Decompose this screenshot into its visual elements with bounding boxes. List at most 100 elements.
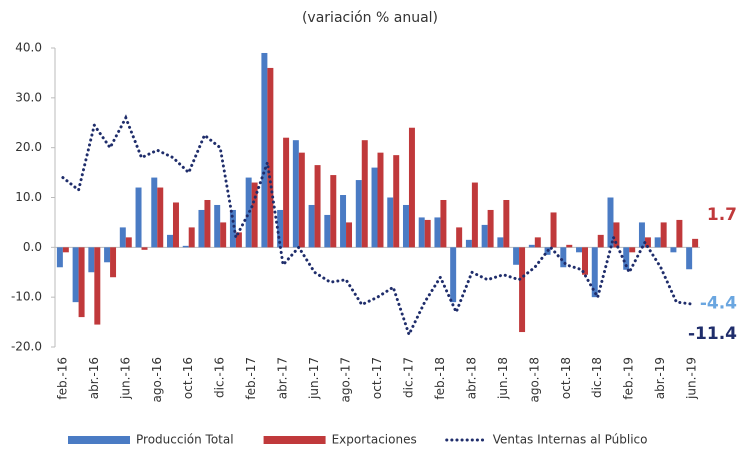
bar (229, 209, 236, 248)
x-tick-label: abr.-17 (276, 357, 290, 399)
bar (692, 238, 699, 248)
bar (88, 247, 95, 273)
x-tick-label: ago.-17 (339, 357, 353, 403)
bar (135, 187, 142, 248)
bar (157, 187, 164, 248)
bar (204, 199, 211, 248)
x-tick-label: oct.-16 (181, 357, 195, 399)
y-tick-label: 0.0 (23, 240, 42, 254)
bar (528, 244, 535, 248)
y-tick-label: 40.0 (15, 41, 42, 55)
bar (660, 222, 667, 248)
bar (277, 209, 284, 248)
bar (465, 239, 472, 248)
bar (283, 137, 290, 248)
bar (402, 204, 409, 248)
bar (487, 209, 494, 248)
x-tick-label: feb.-18 (433, 357, 447, 400)
bar (440, 199, 447, 248)
line (61, 114, 694, 339)
x-tick-label: dic.-17 (401, 357, 415, 398)
bar (566, 244, 573, 248)
bar (576, 247, 583, 253)
bar (550, 212, 557, 248)
bar (104, 247, 111, 263)
bar (298, 152, 305, 248)
bar (686, 247, 693, 270)
bar (503, 199, 510, 248)
x-tick-label: jun.-16 (118, 357, 132, 400)
x-tick-label: ago.-16 (150, 357, 164, 403)
bar (456, 227, 463, 248)
bar (418, 217, 425, 248)
y-tick-label: -10.0 (11, 290, 42, 304)
y-tick-label: -20.0 (11, 340, 42, 354)
legend-label: Exportaciones (332, 433, 417, 447)
y-tick-label: 20.0 (15, 140, 42, 154)
bar (582, 247, 588, 275)
bar (623, 247, 630, 270)
bar (377, 152, 384, 248)
data-label: -11.4 (688, 324, 737, 344)
bar (214, 204, 221, 248)
bar (235, 232, 242, 248)
bar (314, 165, 321, 248)
bar (167, 234, 173, 248)
bar (62, 247, 69, 253)
bar (597, 234, 604, 248)
x-tick-label: feb.-17 (244, 357, 258, 400)
bar (267, 67, 274, 248)
x-tick-label: oct.-17 (370, 357, 384, 399)
x-tick-label: feb.-16 (55, 357, 69, 400)
bar (172, 202, 179, 248)
bar (519, 247, 526, 333)
bar (94, 247, 101, 325)
bar (560, 247, 567, 268)
legend-label: Ventas Internas al Público (493, 433, 648, 447)
bar (355, 180, 362, 248)
bar (654, 237, 661, 248)
bar (607, 197, 614, 248)
bar (151, 177, 158, 248)
x-tick-label: jun.-18 (496, 357, 510, 400)
bar (188, 227, 195, 248)
bar (613, 222, 620, 248)
data-label: 1.7 (707, 205, 737, 225)
bar (434, 217, 441, 248)
bar (424, 219, 431, 248)
bar (340, 195, 347, 248)
legend-label: Producción Total (136, 433, 234, 447)
bar (141, 247, 148, 250)
bar (534, 237, 541, 248)
bar (670, 247, 677, 253)
bar (408, 127, 415, 248)
x-tick-label: abr.-19 (653, 357, 667, 399)
bar (387, 197, 394, 248)
x-tick-label: abr.-16 (87, 357, 101, 399)
x-tick-label: oct.-18 (559, 357, 573, 399)
x-tick-label: ago.-18 (527, 357, 541, 403)
bar (393, 155, 400, 248)
bar (308, 204, 315, 248)
bar (638, 222, 645, 248)
y-tick-label: 10.0 (15, 190, 42, 204)
bar (371, 167, 378, 248)
data-label: -4.4 (700, 293, 737, 313)
bar (644, 237, 651, 248)
bar (471, 182, 478, 248)
legend-swatch (68, 436, 130, 444)
bar (481, 224, 488, 248)
bar (513, 247, 520, 265)
bar (125, 237, 132, 248)
x-tick-label: abr.-18 (464, 357, 478, 399)
bar (591, 247, 598, 298)
bar (346, 222, 353, 248)
bar (361, 140, 368, 248)
bar (497, 237, 504, 248)
x-tick-label: feb.-19 (622, 357, 636, 400)
bar (450, 247, 457, 303)
bar (72, 247, 79, 303)
x-tick-label: dic.-16 (213, 357, 227, 398)
bar (198, 209, 205, 248)
